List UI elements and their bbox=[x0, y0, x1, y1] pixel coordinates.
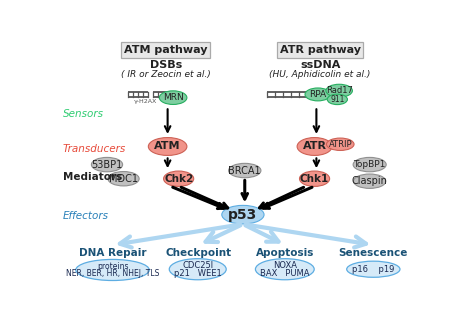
Text: Sensors: Sensors bbox=[63, 109, 104, 119]
Text: ATRIP: ATRIP bbox=[328, 140, 352, 149]
Text: Effectors: Effectors bbox=[63, 211, 109, 221]
Text: BRCA1: BRCA1 bbox=[228, 166, 261, 175]
Ellipse shape bbox=[353, 157, 386, 172]
Text: DNA Repair: DNA Repair bbox=[79, 248, 146, 258]
Text: proteins: proteins bbox=[97, 261, 128, 270]
Ellipse shape bbox=[159, 91, 187, 104]
Ellipse shape bbox=[300, 171, 329, 186]
Text: Chk2: Chk2 bbox=[164, 174, 193, 184]
Text: CDC25l: CDC25l bbox=[182, 261, 213, 270]
Ellipse shape bbox=[346, 261, 400, 277]
Text: p53: p53 bbox=[228, 208, 257, 222]
Ellipse shape bbox=[228, 163, 261, 178]
Text: 911: 911 bbox=[330, 95, 345, 104]
Text: RPA: RPA bbox=[310, 90, 327, 99]
Ellipse shape bbox=[326, 84, 352, 97]
Text: Senescence: Senescence bbox=[338, 248, 408, 258]
Text: (HU, Aphidicolin et al.): (HU, Aphidicolin et al.) bbox=[269, 70, 371, 79]
Ellipse shape bbox=[76, 260, 149, 280]
Text: Mediators: Mediators bbox=[63, 173, 122, 183]
Text: 53BP1: 53BP1 bbox=[91, 160, 123, 170]
Text: BAX   PUMA: BAX PUMA bbox=[260, 269, 310, 278]
Text: Transducers: Transducers bbox=[63, 144, 126, 154]
Ellipse shape bbox=[108, 172, 139, 186]
Text: p21   WEE1: p21 WEE1 bbox=[174, 269, 222, 278]
Text: Claspin: Claspin bbox=[352, 176, 388, 186]
Text: TopBP1: TopBP1 bbox=[354, 160, 386, 169]
Text: NER, BER, HR, NHEJ, TLS: NER, BER, HR, NHEJ, TLS bbox=[66, 270, 159, 279]
Ellipse shape bbox=[255, 259, 314, 280]
Ellipse shape bbox=[354, 174, 386, 188]
Text: ATR pathway: ATR pathway bbox=[280, 45, 361, 55]
Text: NOXA: NOXA bbox=[273, 261, 297, 270]
Text: DSBs: DSBs bbox=[150, 60, 182, 70]
Ellipse shape bbox=[327, 138, 354, 150]
Ellipse shape bbox=[305, 88, 331, 101]
Ellipse shape bbox=[91, 157, 123, 172]
Text: ATM: ATM bbox=[155, 141, 181, 151]
Text: Chk1: Chk1 bbox=[300, 174, 329, 184]
Text: ATR: ATR bbox=[302, 141, 327, 151]
Ellipse shape bbox=[327, 94, 347, 105]
Text: ssDNA: ssDNA bbox=[300, 60, 340, 70]
Text: γ-H2AX: γ-H2AX bbox=[134, 99, 157, 104]
Text: MDC1: MDC1 bbox=[109, 174, 138, 184]
Text: Apoptosis: Apoptosis bbox=[256, 248, 314, 258]
Text: MRN: MRN bbox=[163, 93, 183, 102]
Ellipse shape bbox=[297, 137, 332, 156]
Ellipse shape bbox=[222, 205, 264, 224]
Text: ( IR or Zeocin et al.): ( IR or Zeocin et al.) bbox=[121, 70, 210, 79]
Text: Rad17: Rad17 bbox=[326, 86, 353, 95]
Text: Checkpoint: Checkpoint bbox=[166, 248, 232, 258]
Ellipse shape bbox=[169, 259, 226, 280]
Text: ATM pathway: ATM pathway bbox=[124, 45, 208, 55]
Text: p16    p19: p16 p19 bbox=[352, 265, 394, 274]
Ellipse shape bbox=[164, 171, 194, 186]
Ellipse shape bbox=[148, 137, 187, 156]
